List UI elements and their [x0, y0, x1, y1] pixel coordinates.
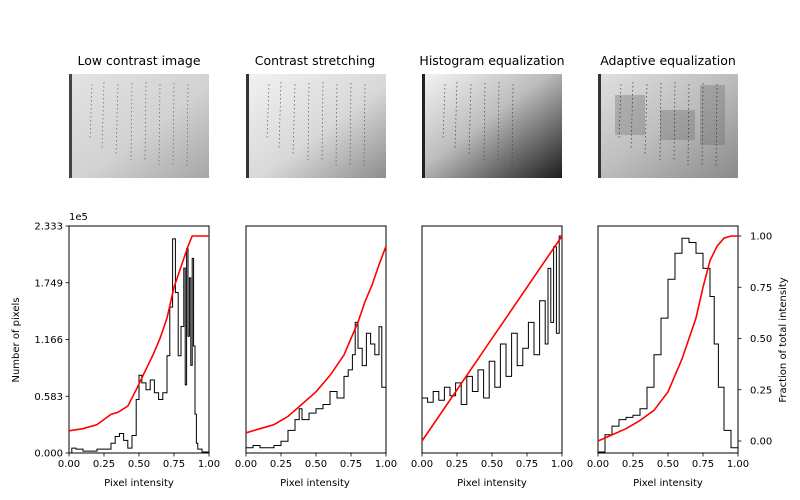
y-right-tick-label-1: 0.25	[750, 385, 772, 396]
y-axis-label-left: Number of pixels	[11, 297, 22, 382]
y-tick-label-1: 0.583	[34, 392, 63, 403]
y-tick-label-0: 0.000	[34, 449, 63, 460]
cdf-line-0	[68, 235, 209, 432]
y-axis-label-right: Fraction of total intensity	[778, 277, 789, 402]
x-tick-label-3-1: 0.25	[622, 459, 644, 470]
title-histogram-equalization: Histogram equalization	[419, 53, 564, 68]
title-contrast-stretching: Contrast stretching	[255, 53, 375, 68]
x-tick-label-2-4: 1.00	[551, 459, 573, 470]
x-tick-label-3-0: 0.00	[587, 459, 609, 470]
y-tick-label-4: 2.333	[34, 222, 63, 233]
x-tick-label-1-4: 1.00	[375, 459, 397, 470]
y-right-tick-label-4: 1.00	[750, 232, 772, 243]
y-offset-label: 1e5	[69, 212, 88, 223]
x-tick-label-2-3: 0.75	[516, 459, 538, 470]
y-right-tick-label-0: 0.00	[750, 437, 772, 448]
x-tick-label-0-0: 0.00	[58, 459, 80, 470]
image-contrast-stretching	[246, 74, 386, 178]
x-tick-label-1-2: 0.50	[305, 459, 327, 470]
image-low-contrast	[69, 74, 209, 178]
y-right-tick-label-2: 0.50	[750, 334, 772, 345]
x-tick-label-2-0: 0.00	[411, 459, 433, 470]
x-tick-label-0-4: 1.00	[198, 459, 220, 470]
axes-frame-1	[245, 225, 387, 454]
cdf-line-3	[597, 235, 738, 442]
x-tick-label-3-4: 1.00	[727, 459, 749, 470]
x-tick-label-0-1: 0.25	[93, 459, 115, 470]
cdf-line-2	[421, 235, 563, 442]
histogram-series-1	[246, 321, 387, 449]
x-axis-label-2: Pixel intensity	[457, 478, 527, 489]
title-low-contrast: Low contrast image	[77, 53, 200, 68]
histogram-series-0	[69, 238, 210, 454]
title-adaptive-equalization: Adaptive equalization	[600, 53, 736, 68]
x-axis-label-1: Pixel intensity	[280, 478, 350, 489]
x-tick-label-1-0: 0.00	[235, 459, 257, 470]
x-tick-label-2-1: 0.25	[446, 459, 468, 470]
axes-frame-3	[597, 225, 739, 454]
x-tick-label-0-2: 0.50	[128, 459, 150, 470]
x-axis-label-3: Pixel intensity	[633, 478, 703, 489]
y-right-tick-label-3: 0.75	[750, 283, 772, 294]
y-tick-label-2: 1.166	[34, 335, 63, 346]
y-tick-label-3: 1.749	[34, 278, 63, 289]
x-tick-label-1-3: 0.75	[340, 459, 362, 470]
x-tick-label-3-2: 0.50	[657, 459, 679, 470]
x-axis-label-0: Pixel intensity	[104, 478, 174, 489]
histogram-series-2	[422, 235, 563, 405]
image-adaptive-equalization	[598, 74, 738, 178]
x-tick-label-0-3: 0.75	[163, 459, 185, 470]
cdf-line-1	[245, 246, 387, 434]
x-tick-label-2-2: 0.50	[481, 459, 503, 470]
histogram-series-3	[598, 237, 739, 453]
image-histogram-equalization	[422, 74, 562, 178]
x-tick-label-1-1: 0.25	[270, 459, 292, 470]
x-tick-label-3-3: 0.75	[692, 459, 714, 470]
